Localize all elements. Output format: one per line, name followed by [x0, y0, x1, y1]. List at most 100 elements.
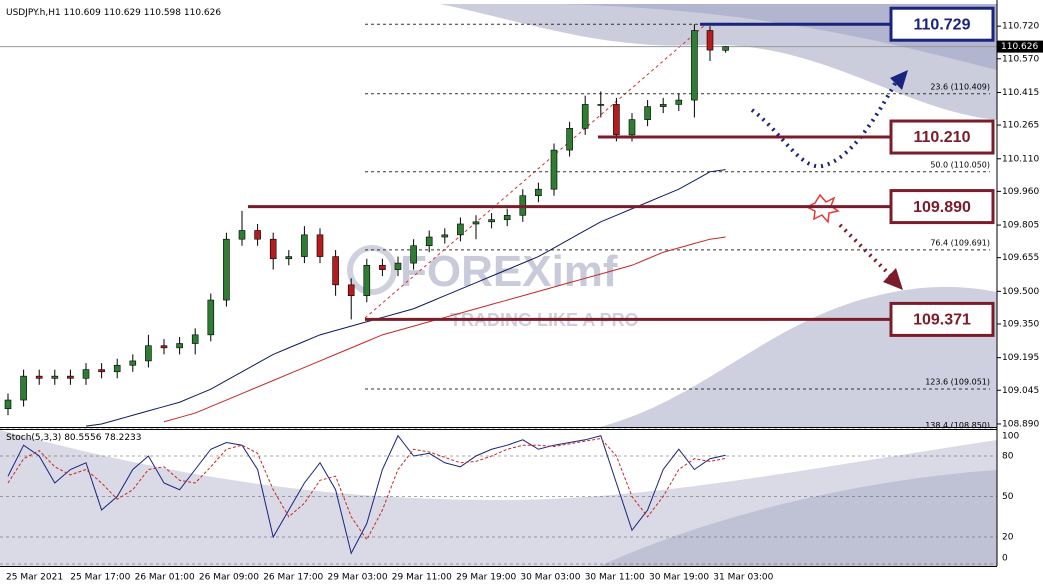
candle-body [613, 104, 620, 136]
symbol: USDJPY.h,H1 [6, 8, 61, 18]
level-label: 109.371 [913, 312, 971, 329]
candle-body [207, 299, 215, 336]
x-tick-label: 30 Mar 19:00 [649, 573, 709, 583]
candle-body [129, 360, 137, 366]
candle-body [566, 128, 573, 151]
y-tick-label: 80 [1002, 452, 1014, 462]
fib-label: 76.4 (109.691) [930, 238, 990, 247]
candle-body [394, 262, 402, 270]
stoch-name: Stoch(5,3,3) [6, 433, 61, 443]
x-tick-label: 26 Mar 17:00 [263, 573, 323, 583]
y-tick-label: 109.805 [1002, 221, 1039, 231]
candle-body [581, 104, 589, 129]
candle-body [145, 345, 152, 362]
stoch-plot [7, 434, 726, 555]
candle-body [722, 46, 729, 51]
y-tick-label: 110.110 [1002, 154, 1039, 164]
level-box [889, 301, 995, 337]
x-tick-label: 25 Mar 17:00 [70, 573, 130, 583]
candle-body [301, 234, 308, 257]
candle-body [332, 256, 339, 286]
stoch-header: Stoch(5,3,3) 80.5556 78.2233 [6, 433, 142, 443]
x-tick-label: 30 Mar 11:00 [585, 573, 645, 583]
indicator-line [163, 236, 726, 423]
chart-header: USDJPY.h,H1 110.609 110.629 110.598 110.… [6, 8, 221, 18]
level-label: 110.729 [914, 16, 971, 33]
y-tick-label: 50 [1002, 492, 1014, 502]
y-tick-label: 109.960 [1002, 187, 1039, 197]
watermark-text: FOREXimf [400, 247, 618, 296]
current-price-box [997, 40, 1043, 53]
indicator-line [85, 169, 726, 427]
y-tick-label: 20 [1002, 533, 1014, 543]
indicator-line [7, 437, 726, 541]
candle-body [628, 119, 636, 136]
candle-body [488, 219, 495, 223]
x-tick-label: 29 Mar 19:00 [456, 573, 516, 583]
candle-body [20, 375, 27, 401]
level-box [889, 6, 995, 42]
stoch-series [7, 437, 726, 541]
candle-body [659, 104, 667, 107]
candle-body [425, 236, 433, 247]
y-tick-label: 108.890 [1002, 419, 1039, 429]
candle-body [472, 221, 480, 225]
candle-body [441, 234, 449, 238]
candle-body [35, 375, 43, 379]
y-tick-label: 110.570 [1002, 54, 1039, 64]
current-price-label: 110.626 [1001, 42, 1038, 52]
ohlc-low: 110.598 [144, 8, 181, 18]
y-tick-label: 110.415 [1002, 88, 1039, 98]
y-tick-label: 110.720 [1002, 22, 1039, 32]
x-tick-label: 31 Mar 03:00 [713, 573, 773, 583]
candle-body [51, 375, 59, 379]
plot-layer: 110.720 110.570 110.415 110.265 110.110 109.9… [0, 6, 1043, 583]
stoch-signal-value: 78.2233 [104, 433, 141, 443]
candle-body [597, 104, 605, 106]
candle-body [4, 399, 12, 410]
fib-label: 123.6 (109.051) [925, 377, 990, 386]
x-tick-label: 25 Mar 2021 [6, 573, 63, 583]
candle-body [379, 264, 386, 270]
level-box [889, 119, 995, 155]
x-tick-label: 26 Mar 09:00 [199, 573, 259, 583]
ohlc-open: 110.609 [64, 8, 101, 18]
candle-body [691, 30, 698, 101]
fib-label: 50.0 (110.050) [930, 160, 990, 169]
candle-body [644, 106, 651, 120]
y-tick-label: 109.195 [1002, 353, 1039, 363]
candle-body [113, 364, 121, 373]
level-label: 109.890 [913, 199, 971, 216]
y-tick-label: 0 [1002, 554, 1008, 564]
level-box [889, 189, 995, 225]
stoch-main-value: 80.5556 [64, 433, 101, 443]
candle-body [675, 99, 683, 105]
y-tick-label: 109.045 [1002, 386, 1039, 396]
candle-body [457, 223, 464, 236]
candle-body [191, 334, 199, 344]
candle-body [269, 238, 277, 260]
candle-body [706, 30, 714, 51]
forecast-up [750, 77, 900, 169]
candle-body [223, 238, 230, 301]
arrow-head [890, 70, 908, 90]
x-tick-label: 29 Mar 03:00 [328, 573, 388, 583]
x-tick-label: 26 Mar 01:00 [135, 573, 195, 583]
candle-body [550, 149, 558, 190]
main-plot: 23.6 (110.409) 50.0 (110.050) 76.4 (109.69… [0, 23, 997, 430]
y-tick-label: 109.350 [1002, 319, 1039, 329]
candle-body [285, 256, 293, 260]
fib-label: 138.4 (108.850) [925, 421, 990, 430]
y-tick-label: 100 [1002, 432, 1019, 442]
candle-body [67, 375, 74, 379]
candle-body [410, 245, 417, 264]
y-tick-label: 109.655 [1002, 253, 1039, 263]
candle-body [176, 343, 183, 349]
stoch-series [7, 434, 726, 555]
candle-body [347, 284, 355, 297]
x-tick-label: 29 Mar 11:00 [392, 573, 452, 583]
candle-body [503, 214, 511, 220]
candle-body [535, 188, 542, 197]
stoch-clouds [0, 430, 997, 566]
level-label: 110.210 [914, 129, 971, 146]
